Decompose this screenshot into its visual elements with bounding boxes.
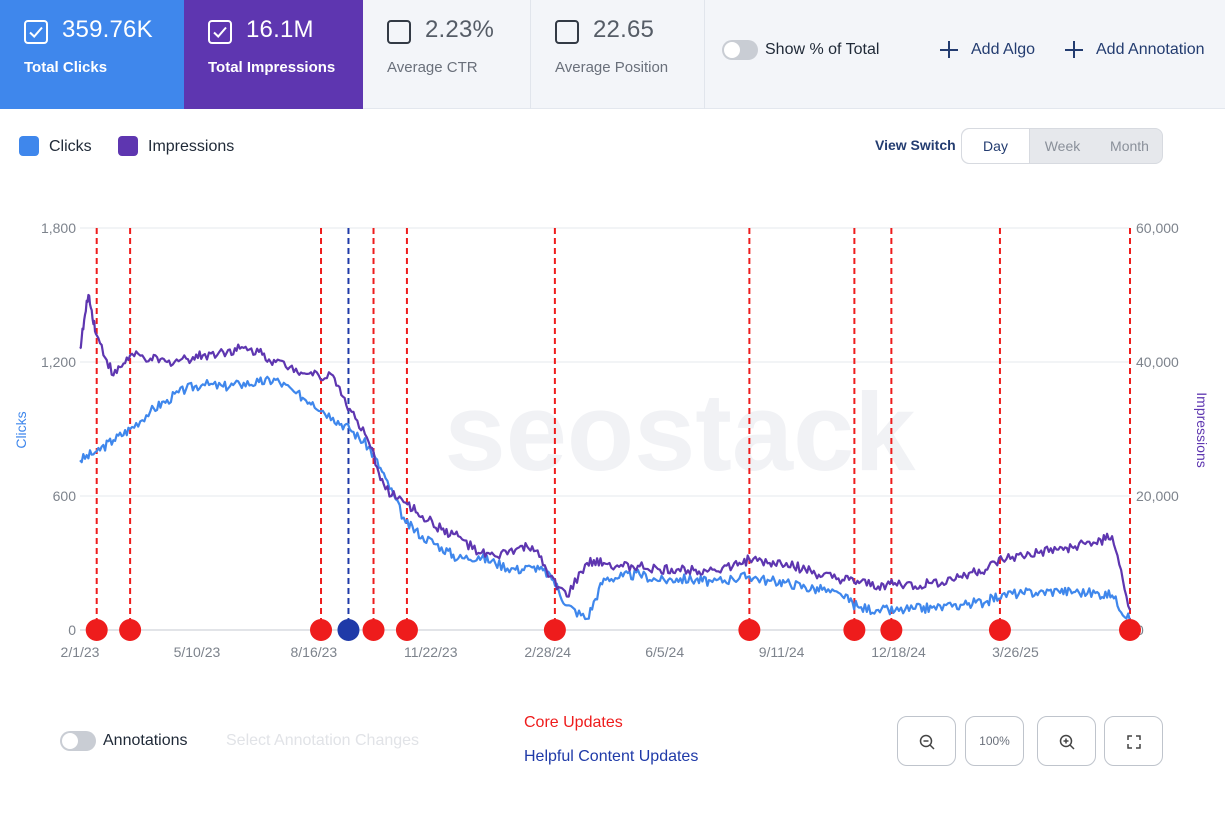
fullscreen-icon (1127, 735, 1141, 749)
x-tick: 2/28/24 (524, 644, 571, 660)
annotation-marker (119, 619, 142, 641)
zoom-level-display: 100% (965, 716, 1024, 766)
annotation-marker (395, 619, 418, 641)
legend-label-clicks: Clicks (49, 138, 92, 155)
annotation-marker (988, 619, 1011, 641)
plus-icon (1063, 38, 1085, 60)
x-tick: 3/26/25 (992, 644, 1039, 660)
annotation-marker (543, 619, 566, 641)
zoom-in-button[interactable] (1037, 716, 1096, 766)
x-tick: 2/1/23 (61, 644, 100, 660)
metric-label: Average Position (555, 59, 669, 76)
metric-label: Total Clicks (24, 59, 108, 76)
metric-card-total-clicks[interactable]: 359.76K Total Clicks (0, 0, 184, 109)
zoom-out-icon (919, 734, 935, 750)
y-tick-right: 60,000 (1136, 220, 1179, 236)
watermark-text: seostack (445, 371, 917, 494)
checkbox-icon[interactable] (555, 20, 579, 44)
metric-label: Total Impressions (208, 59, 336, 76)
impressions-line (79, 293, 1132, 611)
y-tick-left: 1,800 (41, 220, 76, 236)
metric-value: 359.76K (62, 16, 153, 43)
annotation-marker (738, 619, 761, 641)
metric-label: Average CTR (387, 59, 478, 76)
metric-card-average-position[interactable]: 22.65 Average Position (531, 0, 705, 109)
x-tick: 9/11/24 (759, 644, 805, 660)
fullscreen-button[interactable] (1104, 716, 1163, 766)
metric-card-total-impressions[interactable]: 16.1M Total Impressions (184, 0, 363, 109)
checkbox-checked-icon[interactable] (208, 20, 232, 44)
add-annotation-button[interactable]: Add Annotation (1063, 38, 1213, 62)
add-annotation-label: Add Annotation (1096, 41, 1205, 58)
clicks-line (79, 375, 1132, 622)
annotation-marker (310, 619, 333, 641)
view-switch: Day Week Month (961, 128, 1163, 164)
annotations-toggle[interactable] (60, 731, 96, 751)
y-tick-left: 0 (68, 622, 76, 638)
impressions-swatch (118, 136, 138, 156)
annotation-marker (1119, 619, 1141, 641)
metric-value: 16.1M (246, 16, 314, 43)
clicks-swatch (19, 136, 39, 156)
checkbox-icon[interactable] (387, 20, 411, 44)
annotation-marker (85, 619, 108, 641)
view-week-button[interactable]: Week (1044, 138, 1081, 154)
y-tick-right: 40,000 (1136, 354, 1179, 370)
add-algo-button[interactable]: Add Algo (938, 38, 1038, 62)
core-updates-legend[interactable]: Core Updates (524, 714, 623, 731)
show-percent-label: Show % of Total (765, 41, 880, 58)
metric-value: 2.23% (425, 16, 495, 43)
zoom-out-button[interactable] (897, 716, 956, 766)
legend-label-impressions: Impressions (148, 138, 235, 155)
clicks-impressions-chart: seostack0060020,0001,20040,0001,80060,00… (13, 220, 1210, 660)
helpful-content-updates-legend[interactable]: Helpful Content Updates (524, 748, 699, 765)
y-tick-right: 20,000 (1136, 488, 1179, 504)
legend-item-impressions[interactable]: Impressions (118, 136, 248, 158)
annotation-marker (843, 619, 866, 641)
zoom-in-icon (1059, 734, 1075, 750)
add-algo-label: Add Algo (971, 41, 1036, 58)
metric-card-average-ctr[interactable]: 2.23% Average CTR (363, 0, 531, 109)
plus-icon (938, 38, 960, 60)
x-tick: 11/22/23 (404, 644, 458, 660)
x-tick: 12/18/24 (871, 644, 926, 660)
show-percent-toggle[interactable] (722, 40, 758, 60)
x-tick: 5/10/23 (174, 644, 221, 660)
select-annotation-changes[interactable]: Select Annotation Changes (226, 732, 420, 749)
metric-value: 22.65 (593, 16, 655, 43)
x-tick: 8/16/23 (291, 644, 338, 660)
y-axis-title-right: Impressions (1194, 392, 1210, 467)
y-tick-left: 1,200 (41, 354, 76, 370)
annotations-label: Annotations (103, 732, 188, 749)
annotation-marker (337, 619, 360, 641)
y-tick-left: 600 (53, 488, 77, 504)
checkbox-checked-icon[interactable] (24, 20, 48, 44)
view-month-button[interactable]: Month (1110, 138, 1149, 154)
view-day-button[interactable]: Day (962, 129, 1029, 163)
view-switch-label: View Switch (875, 137, 956, 153)
y-axis-title-left: Clicks (13, 411, 29, 448)
annotation-marker (362, 619, 385, 641)
x-tick: 6/5/24 (645, 644, 684, 660)
zoom-level-value: 100% (979, 734, 1010, 748)
annotation-marker (880, 619, 903, 641)
legend-item-clicks[interactable]: Clicks (19, 136, 109, 158)
metrics-bar: 359.76K Total Clicks 16.1M Total Impress… (0, 0, 1225, 109)
